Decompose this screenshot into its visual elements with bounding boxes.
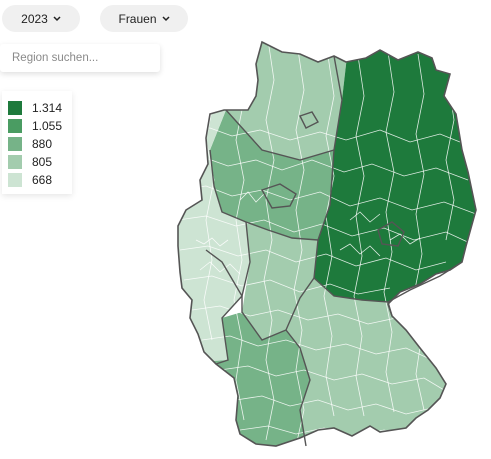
state-border bbox=[313, 55, 463, 303]
legend-item: 805 bbox=[8, 153, 72, 171]
legend-label: 880 bbox=[32, 137, 53, 151]
district-boundary bbox=[413, 53, 425, 411]
district-boundary bbox=[389, 233, 421, 245]
district-boundary bbox=[199, 261, 241, 275]
region-central[interactable] bbox=[242, 222, 318, 340]
legend-swatch bbox=[8, 119, 22, 133]
legend-swatch bbox=[8, 173, 22, 187]
legend-swatch bbox=[8, 137, 22, 151]
district-boundary bbox=[219, 365, 445, 391]
district-boundary bbox=[293, 49, 305, 446]
region-search bbox=[0, 44, 160, 72]
legend: 1.314 1.055 880 805 668 bbox=[2, 91, 72, 194]
district-boundary bbox=[263, 42, 275, 441]
legend-label: 1.314 bbox=[32, 101, 63, 115]
legend-swatch bbox=[8, 101, 22, 115]
legend-label: 1.055 bbox=[32, 119, 63, 133]
district-boundary bbox=[235, 395, 433, 415]
state-border bbox=[205, 249, 243, 365]
state-border bbox=[377, 221, 405, 247]
district-boundary bbox=[339, 243, 381, 257]
district-boundary bbox=[383, 51, 395, 413]
state-border bbox=[299, 111, 319, 129]
region-search-input[interactable] bbox=[12, 52, 152, 64]
year-select[interactable]: 2023 bbox=[2, 5, 80, 32]
legend-label: 805 bbox=[32, 155, 53, 169]
state-border bbox=[225, 109, 335, 161]
district-boundary bbox=[239, 425, 411, 437]
region-south-east[interactable] bbox=[286, 278, 450, 450]
gender-value: Frauen bbox=[118, 11, 157, 26]
chevron-down-icon bbox=[161, 15, 170, 21]
legend-item: 880 bbox=[8, 135, 72, 153]
district-boundary bbox=[239, 191, 265, 203]
district-boundary bbox=[233, 59, 245, 421]
district-boundary bbox=[323, 55, 335, 417]
state-border bbox=[260, 183, 297, 209]
district-boundary bbox=[195, 237, 229, 247]
district-boundary bbox=[178, 185, 476, 215]
state-border bbox=[285, 329, 311, 447]
region-north-central[interactable] bbox=[210, 110, 334, 240]
state-border bbox=[241, 221, 315, 341]
year-value: 2023 bbox=[21, 11, 48, 26]
legend-item: 668 bbox=[8, 171, 72, 189]
legend-label: 668 bbox=[32, 173, 53, 187]
legend-item: 1.314 bbox=[8, 99, 72, 117]
district-boundary bbox=[179, 245, 447, 271]
district-boundary bbox=[201, 335, 433, 361]
gender-select[interactable]: Frauen bbox=[100, 5, 188, 32]
country-outline bbox=[177, 40, 477, 447]
district-boundary bbox=[353, 55, 365, 417]
district-boundary bbox=[178, 155, 469, 181]
district-boundary bbox=[179, 127, 471, 147]
legend-item: 1.055 bbox=[8, 117, 72, 135]
district-boundary bbox=[349, 211, 381, 223]
district-boundary bbox=[178, 215, 473, 245]
chevron-down-icon bbox=[53, 15, 61, 21]
legend-swatch bbox=[8, 155, 22, 169]
district-boundary bbox=[183, 275, 391, 295]
